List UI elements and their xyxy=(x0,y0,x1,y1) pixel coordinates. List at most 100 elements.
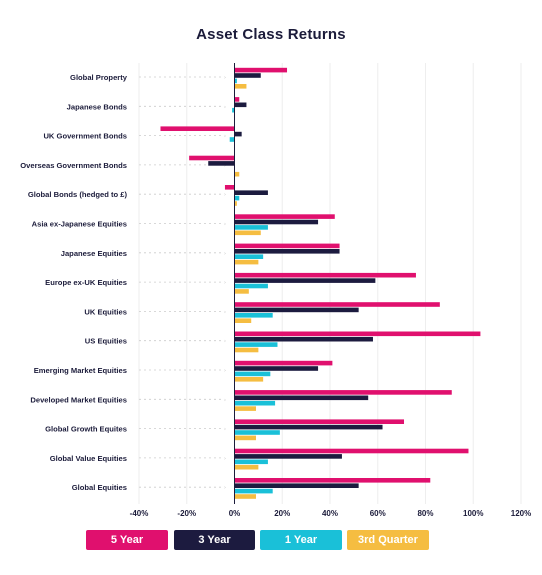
bar-3rd-quarter-europe-ex-uk-equities xyxy=(234,289,249,294)
bar-3-year-emerging-market-equities xyxy=(234,366,319,371)
category-label-us-equities: US Equities xyxy=(85,337,127,346)
bar-3-year-global-bonds-hedged-to xyxy=(234,190,268,195)
bar-5-year-uk-equities xyxy=(234,302,440,307)
leader-arrow-global-growth-equites: › xyxy=(224,427,226,433)
leader-arrow-japanese-equities: › xyxy=(224,251,226,257)
leader-arrow-japanese-bonds: › xyxy=(224,104,226,110)
bar-1-year-europe-ex-uk-equities xyxy=(234,283,268,289)
bar-5-year-uk-government-bonds xyxy=(160,126,235,131)
category-label-japanese-bonds: Japanese Bonds xyxy=(67,102,127,111)
category-label-developed-market-equities: Developed Market Equities xyxy=(30,395,127,404)
leader-arrow-global-equities: › xyxy=(224,485,226,491)
bar-3rd-quarter-global-equities xyxy=(234,494,256,499)
bar-1-year-japanese-bonds xyxy=(232,107,235,113)
leader-arrow-overseas-government-bonds: › xyxy=(224,163,226,169)
bar-3-year-global-growth-equites xyxy=(234,424,383,430)
bar-3rd-quarter-japanese-equities xyxy=(234,259,259,265)
x-tick-label-40: 40% xyxy=(322,509,338,518)
bar-5-year-japanese-bonds xyxy=(234,97,240,102)
leader-arrow-us-equities: › xyxy=(224,339,226,345)
bar-3rd-quarter-uk-equities xyxy=(234,318,252,323)
bar-5-year-global-value-equities xyxy=(234,448,469,454)
leader-arrow-developed-market-equities: › xyxy=(224,397,226,403)
bar-5-year-global-property xyxy=(234,67,288,73)
category-label-global-equities: Global Equities xyxy=(72,483,127,492)
bar-1-year-global-growth-equites xyxy=(234,430,280,435)
leader-arrow-europe-ex-uk-equities: › xyxy=(224,280,226,286)
leader-arrow-uk-equities: › xyxy=(224,309,226,315)
bar-1-year-emerging-market-equities xyxy=(234,371,271,377)
category-label-uk-government-bonds: UK Government Bonds xyxy=(43,132,127,141)
bar-3-year-global-equities xyxy=(234,483,359,488)
category-label-global-value-equities: Global Value Equities xyxy=(50,454,127,463)
category-label-global-growth-equites: Global Growth Equites xyxy=(45,425,127,434)
bar-5-year-developed-market-equities xyxy=(234,390,452,395)
bar-3-year-global-value-equities xyxy=(234,454,342,459)
bar-3rd-quarter-asia-ex-japanese-equities xyxy=(234,230,261,236)
bar-3rd-quarter-global-growth-equites xyxy=(234,435,256,441)
bar-3rd-quarter-global-value-equities xyxy=(234,464,259,470)
bar-1-year-uk-equities xyxy=(234,313,273,318)
x-tick-label-120: 120% xyxy=(511,509,531,518)
leader-arrow-emerging-market-equities: › xyxy=(224,368,226,374)
bar-5-year-global-bonds-hedged-to xyxy=(224,185,235,190)
bar-3-year-global-property xyxy=(234,73,261,78)
leader-arrow-global-value-equities: › xyxy=(224,456,226,462)
bar-3-year-uk-equities xyxy=(234,307,359,313)
bar-3-year-japanese-equities xyxy=(234,249,340,254)
bar-3rd-quarter-global-property xyxy=(234,84,247,89)
category-label-japanese-equities: Japanese Equities xyxy=(61,249,127,258)
bar-5-year-global-equities xyxy=(234,478,431,483)
bar-5-year-europe-ex-uk-equities xyxy=(234,272,416,278)
bar-3-year-us-equities xyxy=(234,336,373,342)
legend-item-5-year: 5 Year xyxy=(86,530,168,550)
bar-3rd-quarter-global-bonds-hedged-to xyxy=(234,201,237,206)
category-label-uk-equities: UK Equities xyxy=(84,307,127,316)
bar-1-year-japanese-equities xyxy=(234,254,264,259)
bar-5-year-us-equities xyxy=(234,331,481,337)
chart-title: Asset Class Returns xyxy=(196,26,346,43)
legend-item-1-year: 1 Year xyxy=(260,530,342,550)
bar-3-year-uk-government-bonds xyxy=(234,131,242,137)
category-label-europe-ex-uk-equities: Europe ex-UK Equities xyxy=(45,278,127,287)
bar-5-year-global-growth-equites xyxy=(234,419,405,424)
bar-1-year-asia-ex-japanese-equities xyxy=(234,225,268,230)
leader-arrow-asia-ex-japanese-equities: › xyxy=(224,222,226,228)
bar-5-year-overseas-government-bonds xyxy=(189,155,235,161)
bar-1-year-global-bonds-hedged-to xyxy=(234,195,240,201)
leader-arrow-global-bonds-hedged-to: › xyxy=(224,192,226,198)
bar-1-year-global-property xyxy=(234,78,237,84)
bar-3rd-quarter-us-equities xyxy=(234,347,259,353)
bar-1-year-developed-market-equities xyxy=(234,400,276,406)
category-label-overseas-government-bonds: Overseas Government Bonds xyxy=(20,161,127,170)
bar-3rd-quarter-overseas-government-bonds xyxy=(234,171,240,177)
bar-5-year-japanese-equities xyxy=(234,243,340,249)
chart-legend: 5 Year 3 Year 1 Year 3rd Quarter xyxy=(0,530,542,550)
bar-3-year-overseas-government-bonds xyxy=(208,161,235,166)
bar-5-year-asia-ex-japanese-equities xyxy=(234,214,335,219)
bar-1-year-global-equities xyxy=(234,488,273,494)
bar-1-year-global-value-equities xyxy=(234,459,268,465)
bar-3rd-quarter-developed-market-equities xyxy=(234,406,256,411)
bar-3rd-quarter-emerging-market-equities xyxy=(234,377,264,382)
category-label-emerging-market-equities: Emerging Market Equities xyxy=(34,366,127,375)
category-label-global-bonds-hedged-to: Global Bonds (hedged to £) xyxy=(28,190,128,199)
bar-5-year-emerging-market-equities xyxy=(234,360,333,366)
x-tick-label-100: 100% xyxy=(463,509,483,518)
category-label-global-property: Global Property xyxy=(70,73,128,82)
bar-3-year-developed-market-equities xyxy=(234,395,369,401)
category-label-asia-ex-japanese-equities: Asia ex-Japanese Equities xyxy=(32,220,127,229)
bar-1-year-us-equities xyxy=(234,342,278,347)
x-tick-label-20: 20% xyxy=(274,509,290,518)
x-tick-label-0: 0% xyxy=(229,509,241,518)
bar-3-year-japanese-bonds xyxy=(234,102,247,108)
leader-arrow-global-property: › xyxy=(224,75,226,81)
x-tick-label-80: 80% xyxy=(417,509,433,518)
leader-arrow-uk-government-bonds: › xyxy=(224,134,226,140)
bar-1-year-uk-government-bonds xyxy=(229,137,235,142)
legend-item-3rd-quarter: 3rd Quarter xyxy=(347,530,429,550)
bar-3-year-asia-ex-japanese-equities xyxy=(234,219,319,225)
bar-3-year-europe-ex-uk-equities xyxy=(234,278,376,283)
